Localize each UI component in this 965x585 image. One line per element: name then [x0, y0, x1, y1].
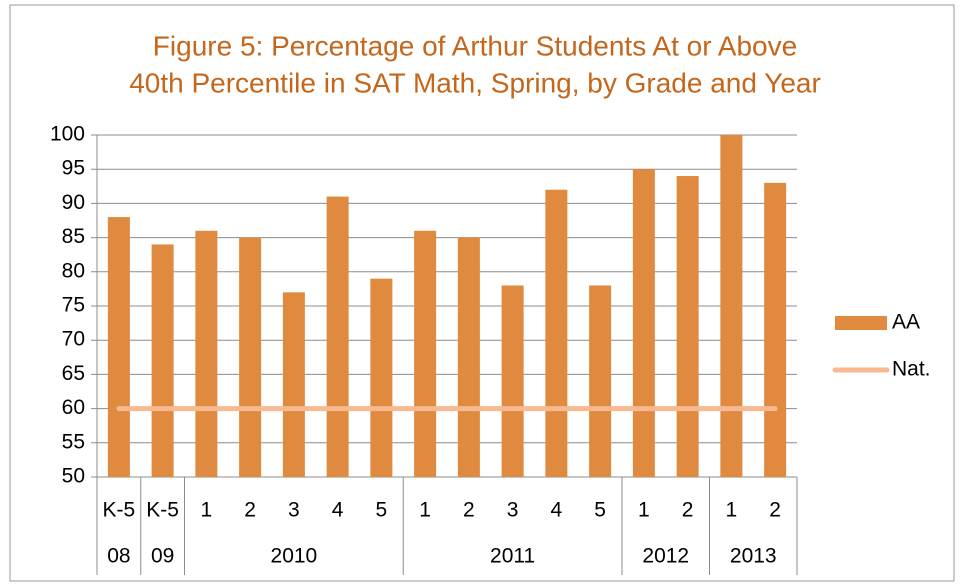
- x-tick-label: 2: [244, 499, 256, 522]
- bar: [107, 217, 130, 477]
- x-tick-label: 1: [726, 499, 738, 522]
- chart-title: 40th Percentile in SAT Math, Spring, by …: [129, 67, 821, 98]
- bar: [239, 237, 262, 477]
- bar: [151, 244, 174, 477]
- bar: [326, 196, 349, 477]
- group-label: 09: [151, 545, 174, 568]
- group-label: 2010: [271, 545, 318, 568]
- y-tick-label: 55: [62, 430, 85, 453]
- legend-swatch: [835, 316, 887, 330]
- x-tick-label: K-5: [146, 499, 179, 522]
- bar: [457, 237, 480, 477]
- chart-title: Figure 5: Percentage of Arthur Students …: [153, 30, 797, 61]
- bar: [632, 169, 655, 477]
- x-tick-label: 1: [638, 499, 650, 522]
- y-tick-label: 70: [62, 328, 85, 351]
- bar: [545, 189, 568, 477]
- y-tick-label: 90: [62, 191, 85, 214]
- x-tick-label: K-5: [103, 499, 136, 522]
- group-label: 08: [107, 545, 130, 568]
- y-tick-label: 60: [62, 396, 85, 419]
- bar: [282, 292, 305, 477]
- x-tick-label: 5: [594, 499, 606, 522]
- legend-label: AA: [892, 311, 920, 334]
- x-tick-label: 1: [201, 499, 213, 522]
- bar: [414, 230, 437, 477]
- bar: [676, 176, 699, 478]
- bar: [589, 285, 612, 477]
- y-tick-label: 50: [62, 465, 85, 488]
- x-tick-label: 2: [463, 499, 475, 522]
- group-label: 2011: [490, 545, 535, 568]
- x-tick-label: 3: [288, 499, 300, 522]
- x-tick-label: 1: [419, 499, 431, 522]
- bar: [501, 285, 524, 477]
- x-tick-label: 3: [507, 499, 519, 522]
- x-tick-label: 2: [769, 499, 781, 522]
- bar: [764, 182, 787, 477]
- group-label: 2012: [642, 545, 689, 568]
- y-tick-label: 95: [62, 157, 85, 180]
- x-tick-label: 4: [332, 499, 344, 522]
- y-tick-label: 65: [62, 362, 85, 385]
- bar: [195, 230, 218, 477]
- bar: [370, 278, 393, 477]
- y-tick-label: 85: [62, 225, 85, 248]
- x-tick-label: 4: [551, 499, 563, 522]
- bar: [720, 135, 743, 477]
- y-tick-label: 100: [50, 123, 85, 146]
- x-tick-label: 2: [682, 499, 694, 522]
- legend-label: Nat.: [892, 358, 931, 381]
- x-tick-label: 5: [376, 499, 388, 522]
- group-label: 2013: [730, 545, 777, 568]
- y-tick-label: 80: [62, 259, 85, 282]
- y-tick-label: 75: [62, 294, 85, 317]
